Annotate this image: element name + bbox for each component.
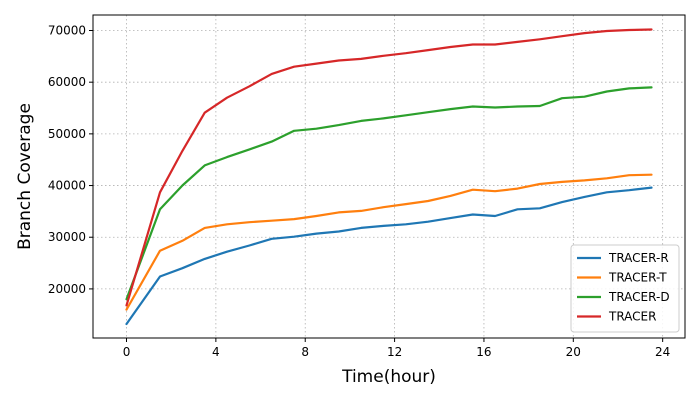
series-line-tracer-d: [125, 86, 653, 301]
y-tick-label: 20000: [48, 282, 86, 296]
series-layer: [125, 28, 653, 326]
x-axis-ticks: 0 4 8 12 16 20 24: [123, 338, 670, 359]
legend-label-tracer-t: TRACER-T: [608, 271, 667, 285]
y-tick-label: 40000: [48, 179, 86, 193]
legend-label-tracer-d: TRACER-D: [608, 290, 670, 304]
y-tick-label: 30000: [48, 230, 86, 244]
x-axis-label: Time(hour): [341, 367, 436, 387]
series-line-tracer-r: [125, 186, 653, 326]
y-axis-label: Branch Coverage: [15, 103, 35, 250]
grid-lines: [93, 15, 685, 338]
y-tick-label: 60000: [48, 75, 86, 89]
x-tick-label: 16: [476, 345, 491, 359]
legend-label-tracer-r: TRACER-R: [608, 251, 669, 265]
legend-box: [570, 244, 680, 333]
x-tick-label: 0: [123, 345, 131, 359]
y-axis-ticks: 20000 30000 40000 50000 60000 70000: [48, 24, 93, 296]
series-line-tracer-t: [125, 173, 653, 311]
x-tick-label: 12: [387, 345, 402, 359]
x-tick-label: 4: [212, 345, 220, 359]
legend-label-tracer: TRACER: [608, 310, 656, 324]
x-tick-label: 24: [655, 345, 670, 359]
series-line-tracer: [125, 28, 653, 307]
x-tick-label: 20: [566, 345, 581, 359]
x-tick-label: 8: [301, 345, 309, 359]
legend: TRACER-R TRACER-T TRACER-D TRACER: [570, 244, 680, 333]
plot-frame: [92, 14, 686, 339]
y-tick-label: 50000: [48, 127, 86, 141]
y-tick-label: 70000: [48, 24, 86, 38]
